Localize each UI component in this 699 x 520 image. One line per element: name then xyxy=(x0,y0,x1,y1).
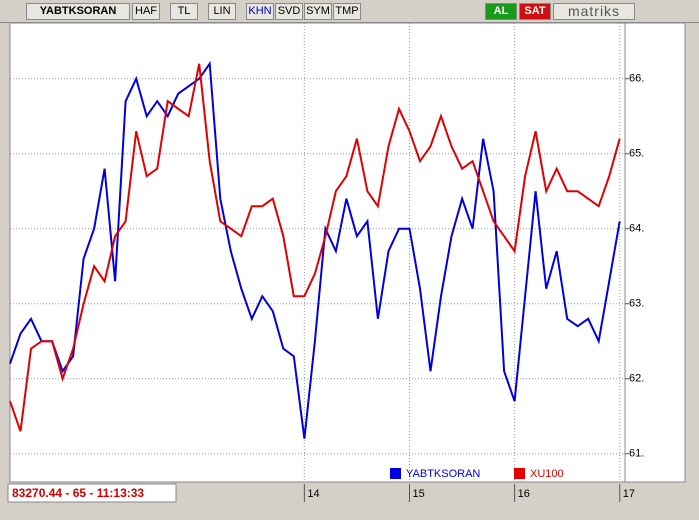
x-tick-label: 17 xyxy=(623,488,635,500)
toolbar-button[interactable]: KHN xyxy=(246,3,274,20)
toolbar-button[interactable]: TL xyxy=(170,3,198,20)
series-line xyxy=(9,60,621,439)
x-tick-label: 14 xyxy=(307,488,319,500)
y-tick-label: 65. xyxy=(629,148,644,160)
toolbar-button[interactable]: SVD xyxy=(275,3,303,20)
sell-button[interactable]: SAT xyxy=(519,3,551,20)
brand: matriks xyxy=(553,3,635,20)
y-tick-label: 61. xyxy=(629,448,644,460)
symbol-button[interactable]: YABTKSORAN xyxy=(26,3,130,20)
legend-swatch xyxy=(390,468,401,479)
y-tick-label: 66. xyxy=(629,73,644,85)
toolbar-button[interactable]: LIN xyxy=(208,3,236,20)
y-tick-label: 64. xyxy=(629,223,644,235)
status: 83270.44 - 65 - 11:13:33 xyxy=(12,486,144,500)
x-tick-label: 15 xyxy=(412,488,424,500)
toolbar-button[interactable]: HAF xyxy=(132,3,160,20)
toolbar-button[interactable]: TMP xyxy=(333,3,361,20)
x-tick-label: 16 xyxy=(518,488,530,500)
legend-label: YABTKSORAN xyxy=(406,468,480,480)
legend-label: XU100 xyxy=(530,468,564,480)
plot-bg xyxy=(9,22,686,483)
toolbar: YABTKSORAN HAF TL LIN KHN SVD SYM TMP AL SAT m… xyxy=(0,0,699,23)
buy-button[interactable]: AL xyxy=(485,3,517,20)
series-line xyxy=(9,63,621,432)
toolbar-button[interactable]: SYM xyxy=(304,3,332,20)
y-tick-label: 63. xyxy=(629,298,644,310)
legend-swatch xyxy=(514,468,525,479)
status-box xyxy=(7,483,177,503)
y-tick-label: 62. xyxy=(629,373,644,385)
